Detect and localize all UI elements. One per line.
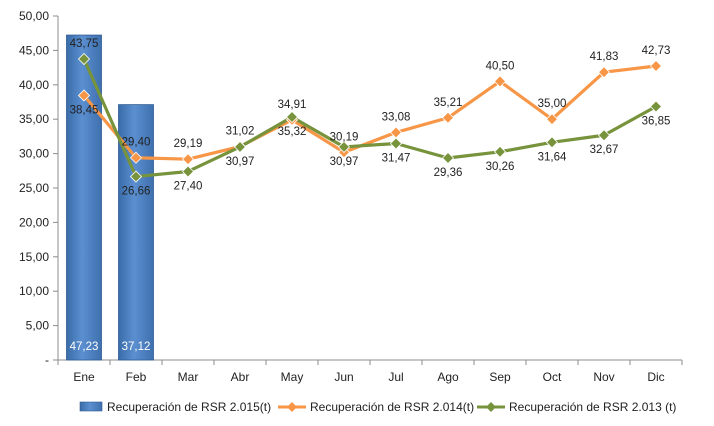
bar-data-label: 37,12 [122,341,151,353]
legend-swatch-marker [486,402,496,412]
y-tick-label: 5,00 [26,319,50,333]
series-marker [597,129,611,142]
line-data-label: 42,73 [642,45,671,57]
x-tick-label: Abr [231,370,250,384]
x-tick-label: Mar [178,370,199,384]
line-data-label: 29,36 [434,167,463,179]
line-data-label: 32,67 [590,144,619,156]
y-tick-label: 50,00 [19,9,49,23]
line-data-label: 30,97 [330,156,359,168]
series-marker [181,165,195,178]
series-marker [649,59,663,73]
bar-series [66,34,154,361]
x-tick-label: Oct [543,370,562,384]
line-data-label: 29,19 [174,138,203,150]
line-data-label: 36,85 [642,115,671,127]
line-data-label: 31,02 [226,126,255,138]
line-data-label: 35,00 [538,98,567,110]
y-tick-label: 30,00 [19,147,49,161]
bar-data-label: 47,23 [70,341,99,353]
series-marker [129,170,143,183]
series-marker [337,140,351,153]
y-tick-label: 25,00 [19,181,49,195]
series-marker [77,52,91,66]
series-marker [441,151,455,165]
line-data-label: 27,40 [174,180,203,192]
y-tick-label: 40,00 [19,78,49,92]
x-tick-label: May [281,370,304,384]
series-marker [597,66,611,79]
x-tick-label: Jul [388,370,403,384]
line-data-label: 38,45 [70,104,99,116]
line-data-label: 30,19 [330,131,359,143]
line-data-label: 41,83 [590,51,619,63]
series-marker [389,126,403,139]
y-tick-label: 35,00 [19,112,49,126]
data-labels: 47,23 37,12 38,45 29,40 29,19 31,02 34,91 30,19… [70,38,671,353]
legend-label: Recuperación de RSR 2.014(t) [310,400,474,414]
legend-label: Recuperación de RSR 2.013 (t) [509,400,676,414]
series-marker [441,111,455,124]
line-data-label: 35,21 [434,97,463,109]
line-data-label: 30,97 [226,156,255,168]
series-marker [649,100,663,113]
series-marker [77,89,91,102]
line-data-label: 31,47 [382,152,411,164]
line-data-label: 31,64 [538,151,567,163]
series-marker [389,137,403,150]
x-tick-label: Jun [334,370,353,384]
series-line [82,58,657,179]
legend-swatch-marker [287,402,297,412]
series-marker [545,113,559,126]
bar [118,104,154,361]
series-marker [181,153,195,166]
line-series [77,52,663,183]
y-tick-label: - [45,353,49,367]
line-data-label: 33,08 [382,111,411,123]
series-marker [129,151,143,164]
series-marker [233,140,247,153]
x-tick-label: Feb [126,370,147,384]
line-data-label: 29,40 [122,137,151,149]
line-data-label: 26,66 [122,186,151,198]
legend-swatch-bar [79,401,103,412]
series-marker [493,75,507,88]
line-data-label: 43,75 [70,38,99,50]
series-marker [493,145,507,158]
y-tick-label: 15,00 [19,250,49,264]
line-data-label: 35,32 [278,126,307,138]
x-tick-label: Sep [489,370,511,384]
legend: Recuperación de RSR 2.015(t) Recuperación… [79,400,676,414]
x-tick-label: Ago [437,370,459,384]
series-marker [285,110,299,124]
axes: - 5,00 10,00 15,00 20,00 25,00 30,00 35,00 40,00… [19,9,683,384]
series-line [82,64,657,161]
line-data-label: 34,91 [278,99,307,111]
y-tick-label: 10,00 [19,284,49,298]
x-tick-label: Nov [593,370,614,384]
line-data-label: 30,26 [486,161,515,173]
series-marker [545,136,559,149]
y-tick-label: 45,00 [19,43,49,57]
y-tick-label: 20,00 [19,215,49,229]
line-data-label: 40,50 [486,60,515,72]
x-tick-label: Ene [73,370,95,384]
legend-label: Recuperación de RSR 2.015(t) [107,400,271,414]
x-tick-label: Dic [647,370,664,384]
